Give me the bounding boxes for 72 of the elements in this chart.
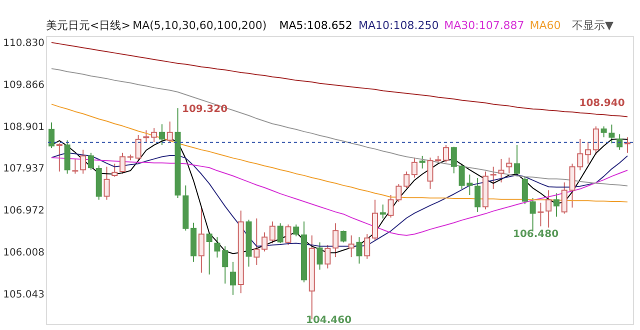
candlestick	[269, 220, 276, 244]
annotation: 106.480	[513, 229, 559, 240]
text: MA30:107.887	[444, 19, 524, 32]
candlestick	[214, 236, 220, 258]
candlestick	[166, 121, 173, 142]
candlestick	[600, 126, 607, 138]
candlestick	[72, 158, 78, 174]
text: MA60	[530, 19, 561, 32]
candlestick	[262, 232, 268, 252]
candlestick	[56, 142, 62, 172]
annotation: 109.320	[182, 104, 228, 115]
candlestick	[443, 144, 450, 163]
candlestick	[427, 157, 434, 190]
candlestick	[48, 122, 55, 149]
candlestick	[553, 192, 560, 218]
candlestick	[490, 166, 496, 190]
candlestick	[380, 204, 386, 219]
annotation: 108.940	[579, 98, 625, 109]
candlestick	[585, 141, 592, 164]
candlestick	[411, 157, 418, 178]
candlestick	[419, 155, 426, 169]
candlestick	[538, 202, 544, 227]
candlestick	[158, 124, 165, 146]
candlestick	[112, 163, 118, 178]
candlestick	[285, 224, 292, 246]
text: MA(5,10,30,60,100,200)	[132, 19, 267, 32]
candlestick	[151, 128, 158, 142]
candlestick	[277, 222, 284, 244]
candlestick	[198, 207, 204, 274]
y-tick-label: 106.008	[3, 247, 44, 258]
candlestick	[356, 236, 362, 264]
candlestick	[316, 242, 323, 270]
candlestick	[254, 218, 260, 266]
candlestick	[592, 126, 599, 156]
candlestick	[577, 138, 584, 171]
candlestick	[546, 190, 552, 228]
annotation: 104.460	[306, 315, 352, 326]
candlestick	[332, 222, 339, 258]
candlestick	[514, 144, 520, 177]
line-series	[51, 42, 628, 118]
y-tick-label: 108.901	[3, 122, 44, 133]
candlestick	[120, 152, 126, 174]
candlestick	[222, 246, 228, 284]
candlestick	[324, 244, 331, 269]
candlestick	[348, 234, 354, 258]
candlestick	[135, 134, 142, 160]
y-tick-label: 110.830	[3, 38, 44, 50]
candlestick	[80, 149, 86, 174]
line-series	[51, 68, 628, 186]
text: MA10:108.250	[358, 19, 439, 32]
candlestick	[88, 152, 94, 170]
y-tick-label: 109.866	[3, 80, 44, 91]
candlestick	[340, 230, 346, 243]
candlestick	[293, 224, 300, 237]
candlestick	[230, 261, 236, 296]
candlestick	[474, 178, 481, 212]
chart-title: 美元日元<日线>	[46, 19, 130, 32]
y-tick-label: 107.937	[3, 164, 44, 175]
candlestick	[450, 146, 457, 174]
candlestick	[522, 176, 528, 205]
candlestick	[404, 171, 410, 189]
text: 不显示▼	[572, 19, 614, 32]
y-tick-label: 105.043	[3, 289, 44, 300]
candlestick	[616, 134, 623, 150]
candlestick	[104, 166, 110, 200]
y-tick-label: 106.972	[3, 206, 44, 217]
candlestick	[206, 232, 212, 275]
text: MA5:108.652	[279, 19, 352, 32]
candlestick	[506, 157, 512, 174]
candlestick	[364, 234, 370, 260]
candlestick	[498, 158, 504, 183]
candlestick	[608, 124, 615, 144]
